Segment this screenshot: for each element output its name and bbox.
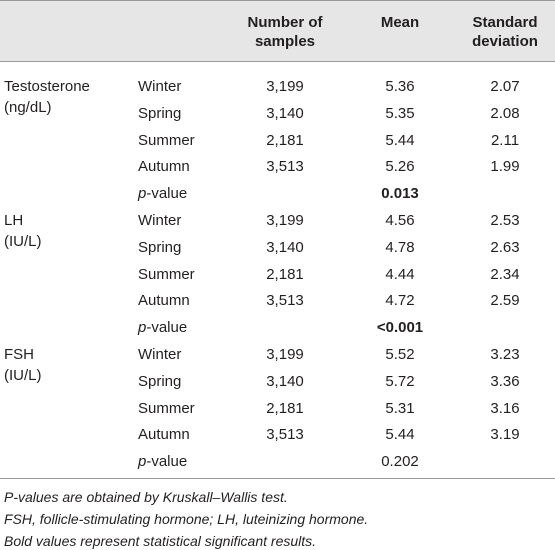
cell: 2.07 (490, 78, 520, 95)
season: Spring (138, 372, 182, 390)
cell: 3,199 (266, 212, 304, 229)
cell: 5.44 (385, 426, 415, 444)
p-value: 0.202 (381, 453, 419, 471)
season: Autumn (138, 426, 190, 444)
cell: 3.19 (490, 426, 520, 444)
group-name: Testosterone (4, 78, 90, 95)
cell: 3.16 (490, 399, 520, 417)
cell: 5.36 (385, 78, 415, 95)
group-unit: (ng/dL) (4, 99, 52, 116)
cell: 2.08 (490, 104, 520, 122)
cell: 5.31 (385, 399, 415, 417)
cell: 4.56 (385, 212, 415, 229)
cell: 3,140 (266, 238, 304, 256)
season: Summer (138, 399, 195, 417)
group-unit: (IU/L) (4, 233, 42, 250)
p-value: <0.001 (376, 319, 424, 337)
p-rest: -value (146, 453, 188, 471)
cell: 2,181 (266, 265, 304, 283)
p-label: p-value (138, 453, 187, 471)
p-italic: p (138, 453, 147, 471)
p-value: 0.013 (381, 185, 419, 203)
cell: 5.44 (385, 131, 415, 149)
cell: 2,181 (266, 131, 304, 149)
cell: 5.26 (385, 158, 415, 176)
season: Autumn (138, 292, 190, 310)
cell: 4.44 (385, 265, 415, 283)
column-header: Standard deviation (472, 14, 538, 50)
footnote: Bold values represent statistical signif… (4, 533, 317, 549)
season: Winter (138, 78, 182, 95)
p-rest: -value (146, 319, 188, 337)
cell: 5.52 (385, 346, 415, 363)
cell: 2.59 (490, 292, 520, 310)
cell: 1.99 (490, 158, 520, 176)
cell: 5.72 (385, 372, 415, 390)
p-italic: p (138, 319, 147, 337)
cell: 2,181 (266, 399, 304, 417)
cell: 3,513 (266, 158, 304, 176)
cell: 4.78 (385, 238, 415, 256)
cell: 2.11 (490, 131, 520, 149)
cell: 3,513 (266, 426, 304, 444)
header-band (0, 0, 555, 62)
season: Winter (138, 346, 182, 363)
season: Spring (138, 104, 182, 122)
cell: 3.23 (490, 346, 520, 363)
footnote: P-values are obtained by Kruskall–Wallis… (4, 489, 288, 505)
cell: 2.53 (490, 212, 520, 229)
group-name: LH (4, 212, 24, 229)
cell: 3,140 (266, 104, 304, 122)
group-name: FSH (4, 346, 34, 363)
p-label: p-value (138, 185, 187, 203)
cell: 2.34 (490, 265, 520, 283)
cell: 3,199 (266, 78, 304, 95)
cell: 3,140 (266, 372, 304, 390)
group-unit: (IU/L) (4, 367, 42, 384)
footnote: FSH, follicle-stimulating hormone; LH, l… (4, 511, 369, 527)
cell: 2.63 (490, 238, 520, 256)
bottom-rule (0, 478, 555, 479)
cell: 4.72 (385, 292, 415, 310)
cell: 3.36 (490, 372, 520, 390)
cell: 3,513 (266, 292, 304, 310)
column-header: Number of samples (247, 14, 323, 50)
p-label: p-value (138, 319, 187, 337)
column-header: Mean (380, 14, 420, 31)
p-rest: -value (146, 185, 188, 203)
season: Summer (138, 131, 195, 149)
season: Autumn (138, 158, 190, 176)
season: Winter (138, 212, 182, 229)
p-italic: p (138, 185, 147, 203)
cell: 5.35 (385, 104, 415, 122)
season: Spring (138, 238, 182, 256)
cell: 3,199 (266, 346, 304, 363)
season: Summer (138, 265, 195, 283)
